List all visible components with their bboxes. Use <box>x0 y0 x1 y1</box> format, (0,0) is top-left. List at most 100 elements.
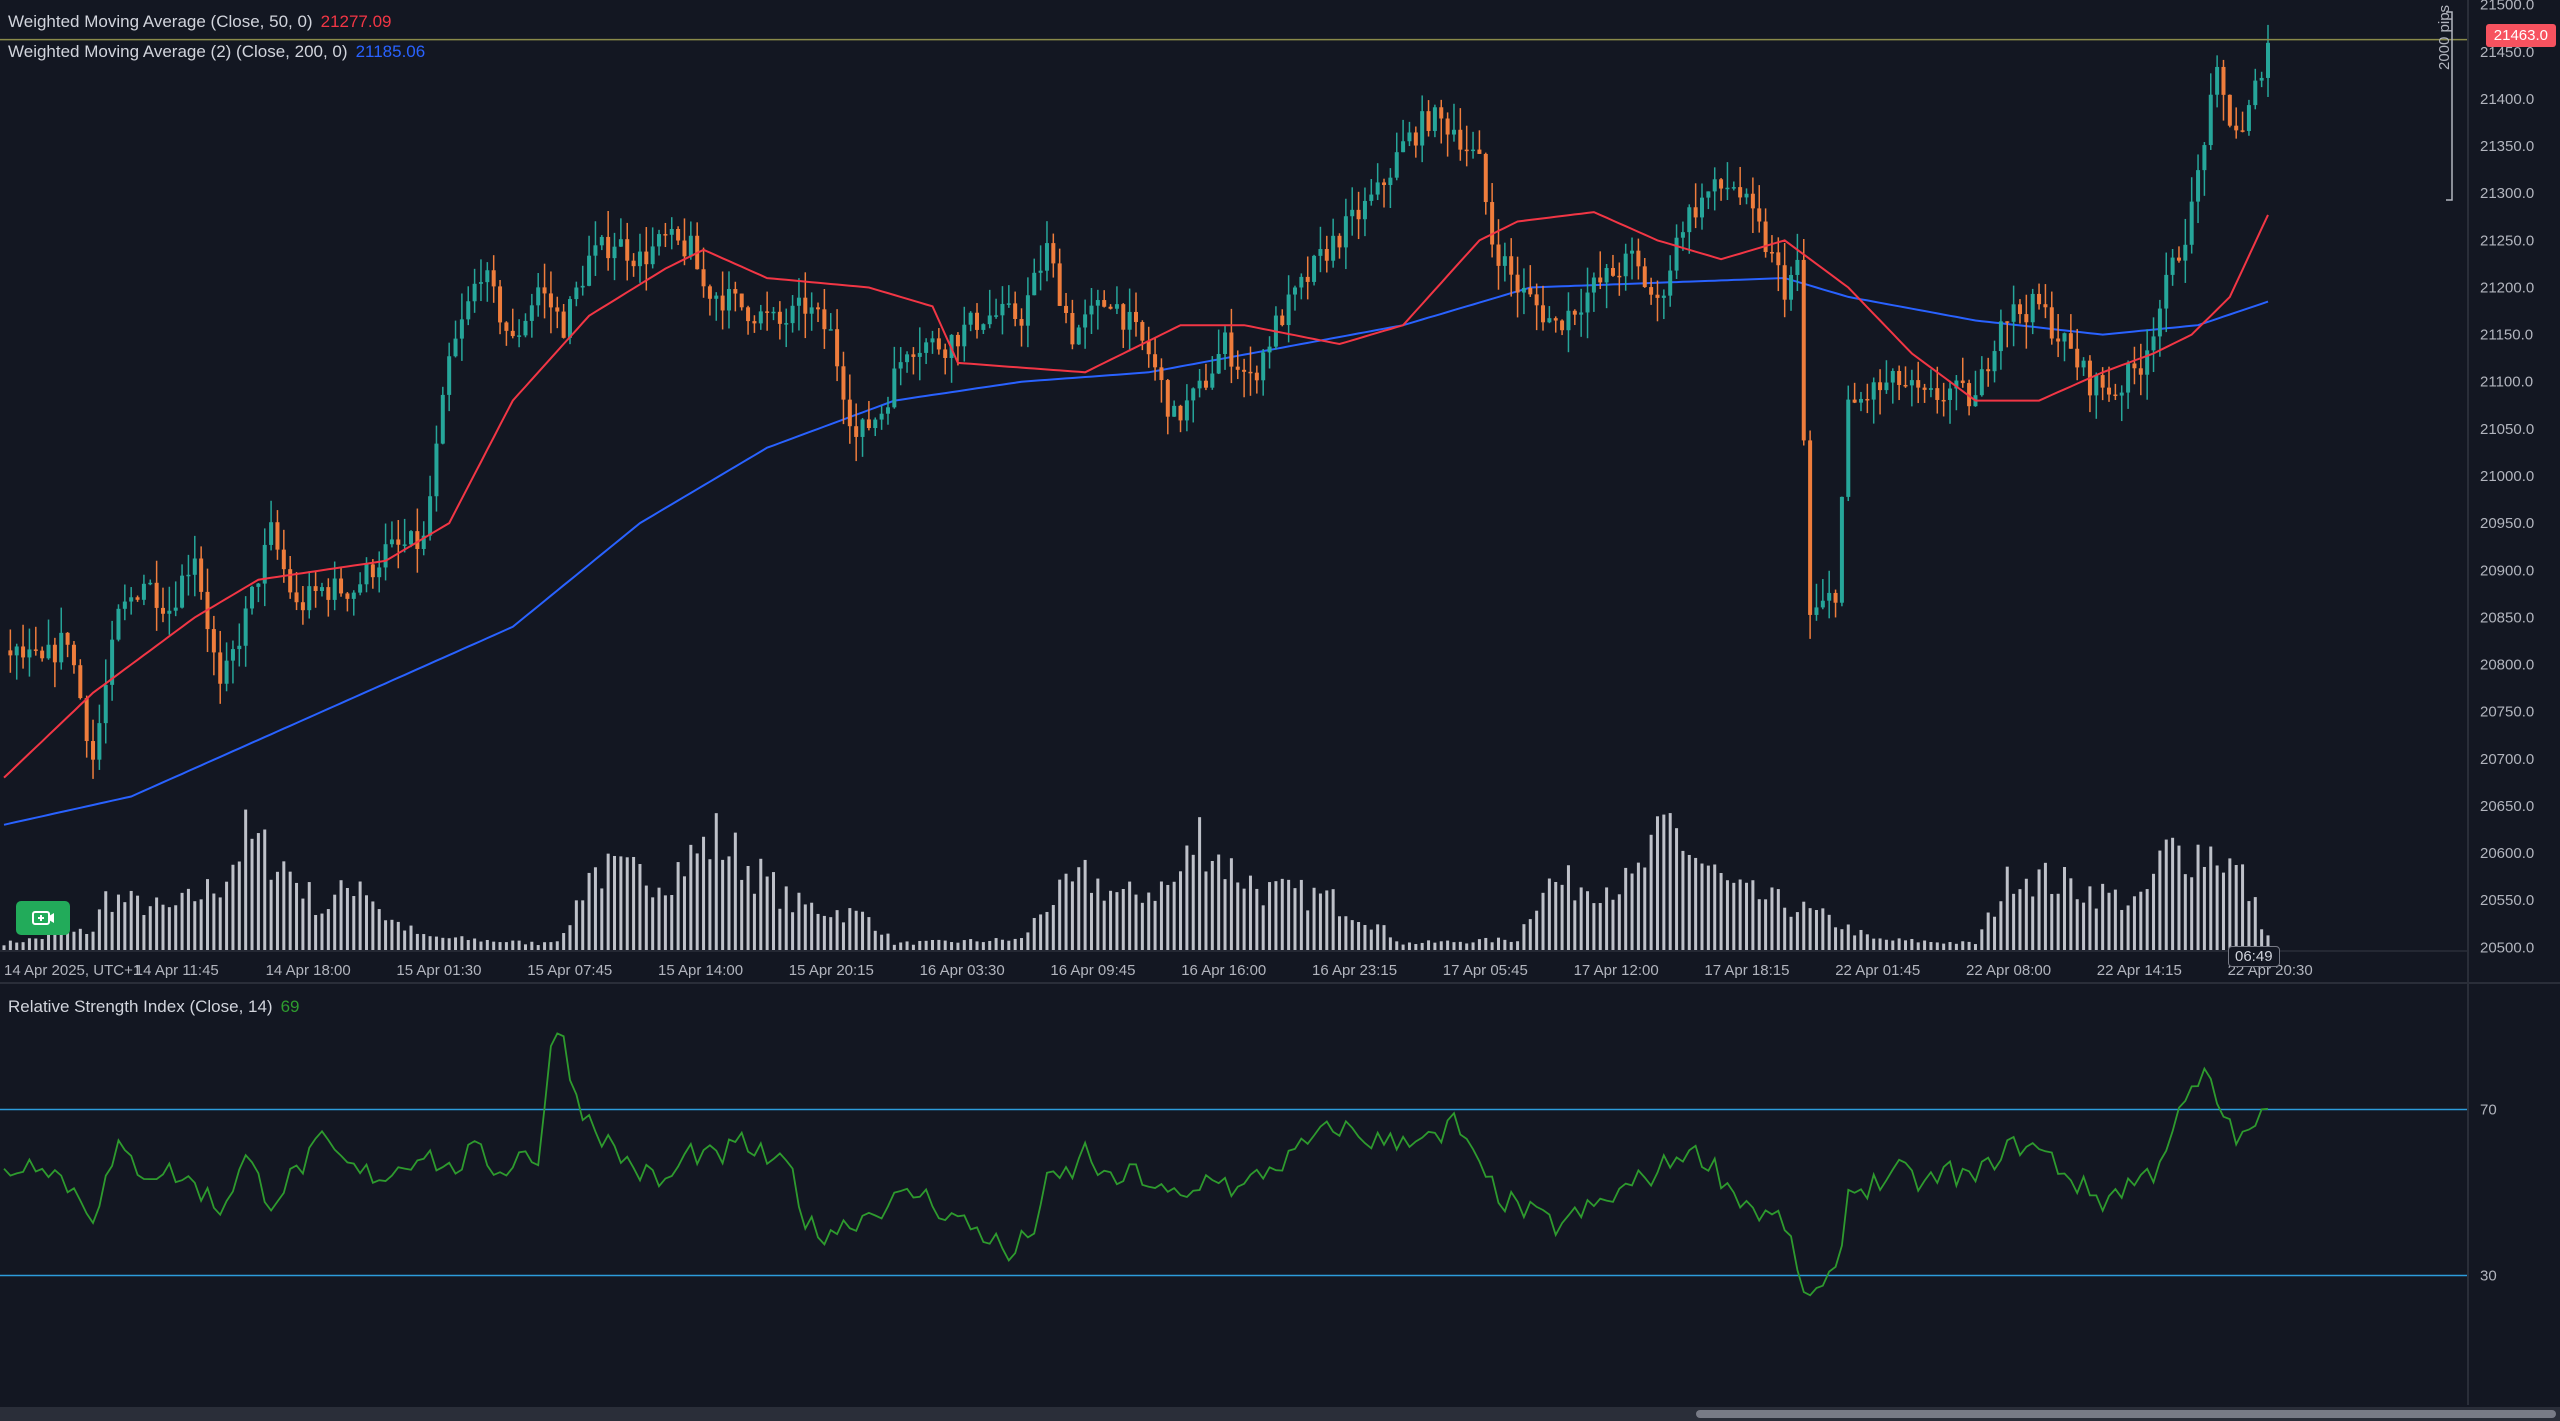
volume-bar <box>256 833 260 950</box>
volume-bar <box>1134 894 1138 950</box>
volume-bar <box>2 945 6 950</box>
candle-body <box>1827 592 1832 601</box>
volume-bar <box>2241 864 2245 950</box>
candle-body <box>421 535 426 549</box>
candle-body <box>1197 380 1202 389</box>
volume-bar <box>2260 929 2264 950</box>
volume-bar <box>434 936 438 950</box>
candle-body <box>1604 268 1609 283</box>
candle-body <box>1509 256 1514 275</box>
candle-body <box>796 297 801 306</box>
time-tick-label: 15 Apr 07:45 <box>527 962 612 979</box>
volume-bar <box>1204 871 1208 950</box>
volume-bar <box>581 900 585 950</box>
candle-body <box>1865 398 1870 401</box>
candle-body <box>1986 369 1991 372</box>
volume-bar <box>85 933 89 950</box>
last-price-tag: 21463.0 <box>2485 24 2556 47</box>
volume-bar <box>1834 927 1838 950</box>
candle-body <box>300 602 305 611</box>
candle-body <box>1318 249 1323 256</box>
volume-bar <box>282 861 286 950</box>
volume-bar <box>1179 871 1183 950</box>
candle-body <box>288 569 293 593</box>
candle-body <box>1776 252 1781 266</box>
volume-bar <box>962 940 966 950</box>
volume-bar <box>1147 892 1151 950</box>
wma50-legend[interactable]: Weighted Moving Average (Close, 50, 0) 21… <box>8 12 392 32</box>
candle-body <box>1083 314 1088 328</box>
candles <box>8 24 2270 779</box>
candle-body <box>1076 327 1081 345</box>
candle-body <box>707 286 712 299</box>
volume-bar <box>2101 883 2105 950</box>
volume-bar <box>1872 938 1876 950</box>
candle-body <box>1439 107 1444 119</box>
volume-bar <box>148 906 152 950</box>
volume-bar <box>1439 941 1443 950</box>
volume-bar <box>848 908 852 950</box>
candle-body <box>1839 496 1844 603</box>
volume-bar <box>988 940 992 950</box>
candle-body <box>243 608 248 646</box>
time-tick-label: 22 Apr 01:45 <box>1835 962 1920 979</box>
volume-bar <box>2050 893 2054 950</box>
candle-body <box>1064 305 1069 313</box>
volume-bar <box>1325 890 1329 950</box>
volume-bar <box>1904 940 1908 950</box>
candle-body <box>2068 333 2073 349</box>
candle-body <box>1591 277 1596 293</box>
volume-bar <box>651 897 655 950</box>
volume-bar <box>778 908 782 950</box>
candle-body <box>1808 440 1813 615</box>
volume-bar <box>1261 905 1265 950</box>
time-tick-label: 17 Apr 18:15 <box>1704 962 1789 979</box>
scrollbar-thumb[interactable] <box>1696 1410 2556 1418</box>
volume-bar <box>892 944 896 950</box>
volume-bar <box>555 941 559 950</box>
candle-body <box>574 287 579 300</box>
volume-bar <box>1954 943 1958 950</box>
candle-body <box>1750 193 1755 209</box>
volume-bar <box>613 855 617 950</box>
candle-body <box>1407 132 1412 142</box>
volume-bar <box>428 936 432 950</box>
candle-body <box>1006 303 1011 305</box>
candle-body <box>1165 380 1170 417</box>
candle-body <box>1655 294 1660 298</box>
horizontal-scrollbar[interactable] <box>0 1407 2560 1421</box>
candle-body <box>1051 243 1056 264</box>
volume-bar <box>1865 934 1869 950</box>
candle-body <box>682 240 687 257</box>
volume-bar <box>1433 942 1437 950</box>
rsi-legend[interactable]: Relative Strength Index (Close, 14) 69 <box>8 997 300 1017</box>
volume-bar <box>1191 854 1195 950</box>
volume-bar <box>2056 893 2060 950</box>
candle-body <box>2157 308 2162 337</box>
volume-bar <box>231 864 235 950</box>
candle-body <box>536 287 541 306</box>
volume-bar <box>479 941 483 950</box>
candle-body <box>720 295 725 311</box>
candle-body <box>440 394 445 444</box>
wma200-legend[interactable]: Weighted Moving Average (2) (Close, 200,… <box>8 42 425 62</box>
volume-bar <box>326 909 330 950</box>
candle-body <box>1121 304 1126 330</box>
candle-body <box>2113 394 2118 397</box>
candle-body <box>669 228 674 235</box>
replay-button[interactable] <box>16 901 70 935</box>
bar-countdown: 06:49 <box>2228 946 2280 967</box>
volume-bar <box>1376 924 1380 950</box>
volume-bar <box>1586 891 1590 950</box>
candle-body <box>962 324 967 347</box>
candle-body <box>1356 209 1361 220</box>
volume-bar <box>275 871 279 950</box>
candle-body <box>803 297 808 314</box>
volume-bar <box>1942 943 1946 950</box>
volume-bar <box>1528 919 1532 950</box>
candle-body <box>854 426 859 437</box>
candle-body <box>173 607 178 611</box>
candle-body <box>434 443 439 497</box>
volume-bar <box>981 942 985 950</box>
